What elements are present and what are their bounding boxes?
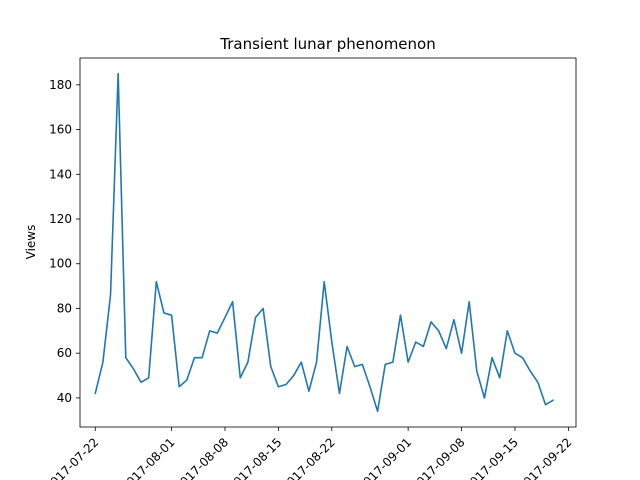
y-tick-label: 100	[49, 257, 72, 271]
y-tick-label: 80	[57, 301, 72, 315]
data-points	[95, 73, 554, 412]
y-axis-label: Views	[24, 225, 38, 260]
y-tick-label: 140	[49, 167, 72, 181]
y-tick-label: 180	[49, 78, 72, 92]
y-tick-label: 40	[57, 391, 72, 405]
y-tick-label: 160	[49, 123, 72, 137]
y-tick-label: 60	[57, 346, 72, 360]
plot-area	[79, 57, 577, 428]
y-tick-label: 120	[49, 212, 72, 226]
axes-frame	[79, 57, 577, 428]
y-axis: 40 60 80 100 120 140 160 180	[49, 78, 80, 405]
chart-title: Transient lunar phenomenon	[219, 35, 435, 53]
